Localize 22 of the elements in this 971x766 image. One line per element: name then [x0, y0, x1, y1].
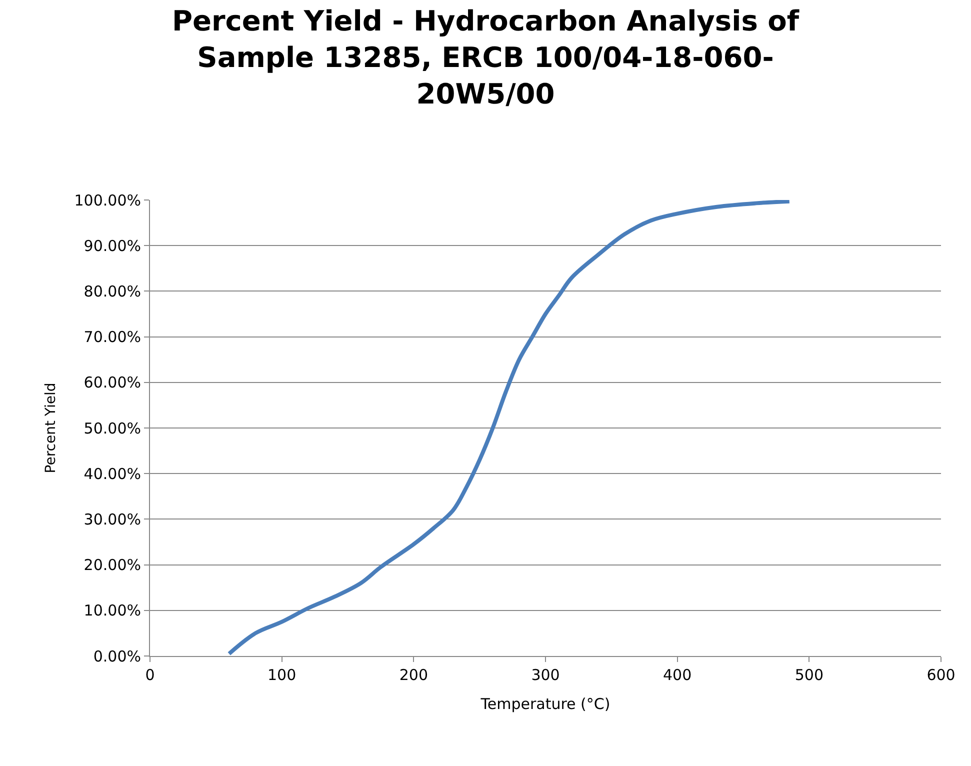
y-tick-label: 100.00% [74, 191, 141, 210]
y-tick-label: 30.00% [84, 510, 141, 528]
x-tick-label: 400 [663, 666, 692, 684]
y-tick-label: 60.00% [84, 374, 141, 392]
y-axis-title: Percent Yield [42, 382, 59, 474]
y-tick-label: 40.00% [84, 464, 141, 483]
x-tick-label: 500 [794, 666, 824, 684]
chart-title: Percent Yield - Hydrocarbon Analysis of Sample 13285, ERCB 100/04-18-060- 20W5/00 [172, 4, 800, 110]
y-tick-label: 80.00% [84, 282, 141, 300]
x-tick-label: 600 [926, 666, 956, 684]
y-tick-label: 90.00% [84, 236, 141, 255]
x-axis-title: Temperature (°C) [480, 695, 610, 713]
y-tick-label: 0.00% [93, 647, 141, 666]
x-tick-label: 100 [268, 666, 296, 684]
x-tick-label: 0 [145, 666, 155, 684]
y-tick-label: 70.00% [84, 328, 141, 346]
y-tick-label: 20.00% [84, 556, 141, 574]
line-series [227, 200, 792, 656]
x-tick-label: 200 [399, 666, 428, 684]
y-tick-label: 10.00% [84, 602, 141, 620]
y-tick-label: 50.00% [84, 419, 141, 438]
x-tick-label: 300 [531, 666, 560, 684]
